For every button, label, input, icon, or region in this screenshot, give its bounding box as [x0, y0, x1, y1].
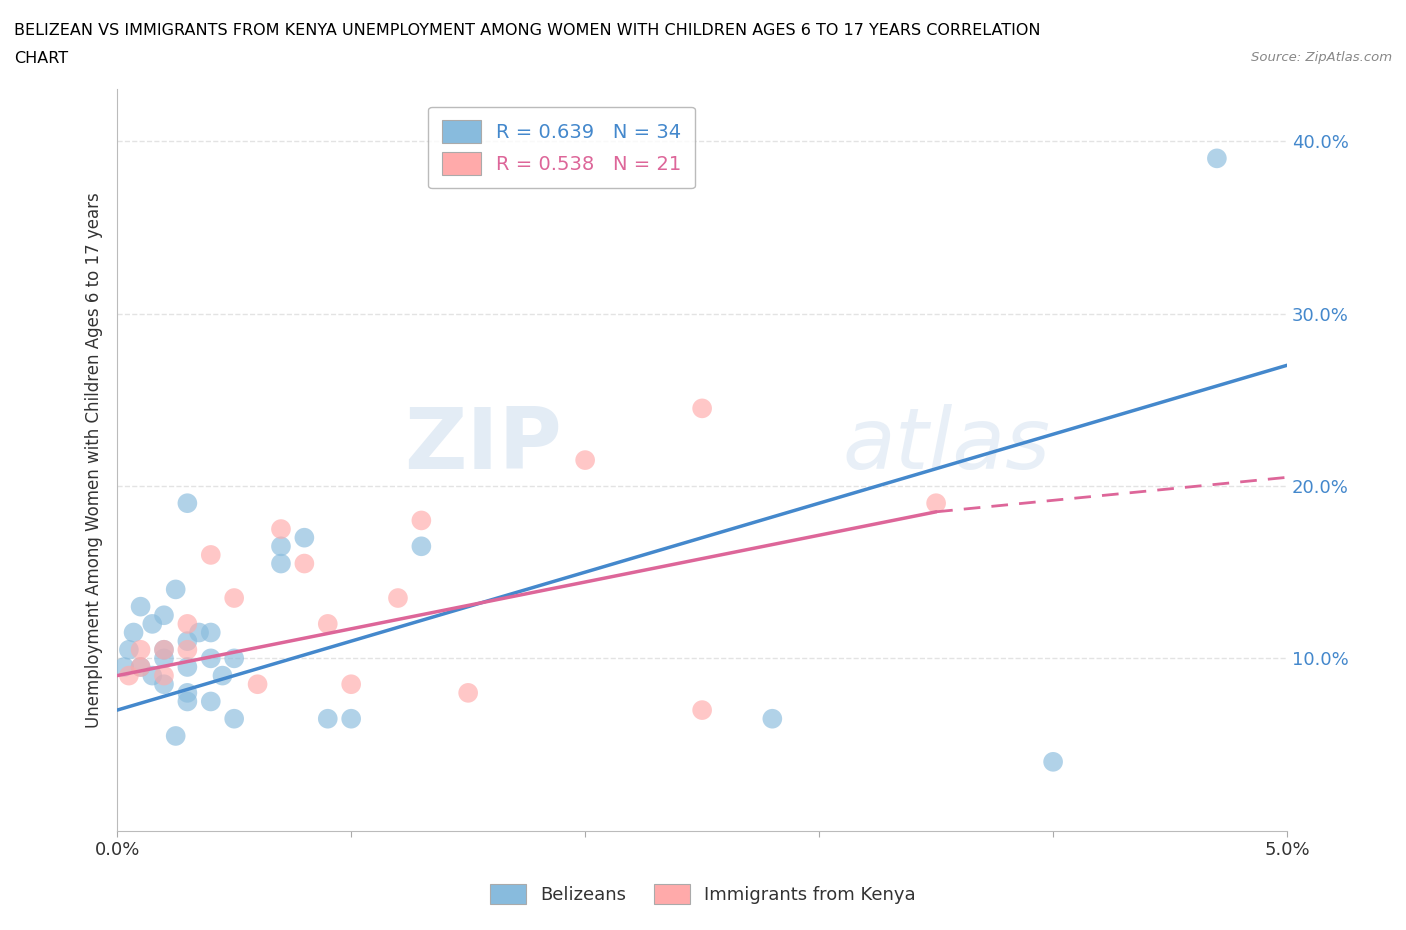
Point	[176, 617, 198, 631]
Point	[153, 643, 176, 658]
Point	[387, 591, 409, 605]
Point	[129, 659, 152, 674]
Point	[224, 591, 246, 605]
Point	[690, 401, 713, 416]
Point	[153, 643, 176, 658]
Point	[188, 625, 211, 640]
Point	[925, 496, 948, 511]
Point	[112, 659, 135, 674]
Point	[211, 668, 233, 683]
Point	[129, 659, 152, 674]
Point	[1042, 754, 1064, 769]
Point	[200, 694, 222, 709]
Point	[761, 711, 783, 726]
Point	[270, 522, 292, 537]
Text: BELIZEAN VS IMMIGRANTS FROM KENYA UNEMPLOYMENT AMONG WOMEN WITH CHILDREN AGES 6 : BELIZEAN VS IMMIGRANTS FROM KENYA UNEMPL…	[14, 23, 1040, 38]
Point	[176, 496, 198, 511]
Point	[270, 556, 292, 571]
Point	[122, 625, 145, 640]
Point	[129, 599, 152, 614]
Point	[411, 513, 433, 528]
Point	[153, 677, 176, 692]
Point	[574, 453, 596, 468]
Point	[316, 711, 339, 726]
Text: Source: ZipAtlas.com: Source: ZipAtlas.com	[1251, 51, 1392, 64]
Point	[165, 728, 187, 743]
Point	[200, 548, 222, 563]
Legend: Belizeans, Immigrants from Kenya: Belizeans, Immigrants from Kenya	[482, 876, 924, 911]
Point	[316, 617, 339, 631]
Point	[224, 651, 246, 666]
Point	[292, 556, 315, 571]
Point	[246, 677, 269, 692]
Point	[200, 651, 222, 666]
Point	[200, 625, 222, 640]
Point	[176, 643, 198, 658]
Text: CHART: CHART	[14, 51, 67, 66]
Point	[176, 694, 198, 709]
Point	[153, 651, 176, 666]
Point	[270, 538, 292, 553]
Point	[690, 703, 713, 718]
Point	[153, 608, 176, 623]
Point	[118, 668, 141, 683]
Point	[141, 668, 163, 683]
Point	[141, 617, 163, 631]
Point	[340, 677, 363, 692]
Point	[1205, 151, 1227, 166]
Point	[176, 633, 198, 648]
Point	[457, 685, 479, 700]
Point	[129, 643, 152, 658]
Text: atlas: atlas	[842, 404, 1050, 486]
Point	[153, 668, 176, 683]
Point	[224, 711, 246, 726]
Point	[118, 643, 141, 658]
Point	[340, 711, 363, 726]
Legend: R = 0.639   N = 34, R = 0.538   N = 21: R = 0.639 N = 34, R = 0.538 N = 21	[429, 107, 695, 189]
Point	[176, 659, 198, 674]
Y-axis label: Unemployment Among Women with Children Ages 6 to 17 years: Unemployment Among Women with Children A…	[86, 193, 103, 728]
Point	[411, 538, 433, 553]
Point	[292, 530, 315, 545]
Point	[165, 582, 187, 597]
Point	[176, 685, 198, 700]
Text: ZIP: ZIP	[404, 404, 562, 486]
